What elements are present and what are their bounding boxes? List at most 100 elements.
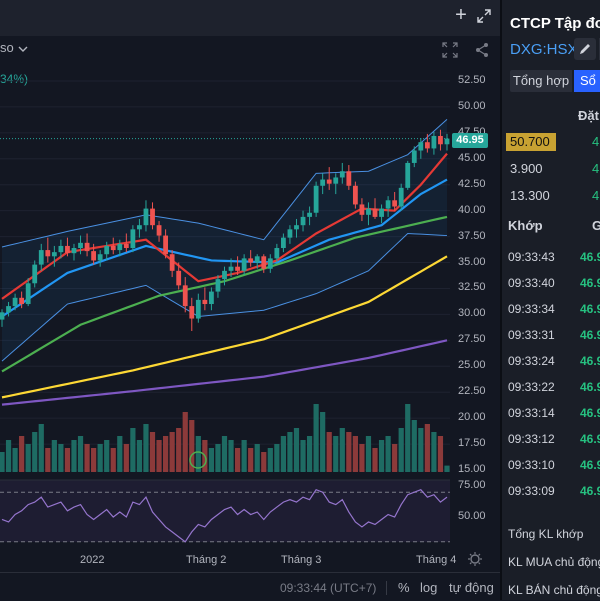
trade-price: 46.9 xyxy=(580,458,600,472)
panel-divider[interactable] xyxy=(500,0,502,600)
trade-price: 46.9 xyxy=(580,406,600,420)
matched-header: Khớp xyxy=(508,218,543,233)
trade-price: 46.9 xyxy=(580,354,600,368)
share-icon[interactable] xyxy=(474,42,490,58)
volume-bar xyxy=(300,440,306,472)
price-axis[interactable]: 52.50 50.00 47.50 45.00 42.50 40.00 37.50 35.00… xyxy=(450,62,500,542)
trade-row: 09:33:12 46.9 xyxy=(502,426,600,452)
volume-bar xyxy=(208,448,215,472)
volume-bar xyxy=(5,440,12,472)
candle xyxy=(130,229,136,249)
trade-time: 09:33:31 xyxy=(508,328,555,342)
price-chart[interactable] xyxy=(0,62,450,548)
candle xyxy=(169,254,175,271)
chevron-down-icon[interactable] xyxy=(18,44,28,54)
candle xyxy=(45,250,51,257)
fullscreen-icon[interactable] xyxy=(442,42,458,58)
volume-bar xyxy=(0,452,5,472)
percent-scale-button[interactable]: % xyxy=(398,580,410,595)
candle xyxy=(84,242,90,252)
candle xyxy=(110,245,116,251)
symbol-fragment[interactable]: so xyxy=(0,40,14,55)
volume-bar xyxy=(333,436,339,472)
indicator-change: 34%) xyxy=(0,72,29,86)
chart-pane[interactable]: + so 34%) 52.50 50.00 47.50 45.00 42.50 40.00… xyxy=(0,0,500,601)
auto-scale-button[interactable]: tự động xyxy=(449,580,494,595)
trade-price: 46.9 xyxy=(580,328,600,342)
log-scale-button[interactable]: log xyxy=(420,580,438,595)
volume-bar xyxy=(405,404,411,472)
ticker-link[interactable]: DXG:HSX xyxy=(510,41,578,58)
volume-bar xyxy=(77,436,84,472)
volume-bar xyxy=(45,448,51,472)
trade-time: 09:33:34 xyxy=(508,302,555,316)
volume-bar xyxy=(261,452,267,472)
volume-bar xyxy=(352,436,358,472)
tab-so[interactable]: Sổ xyxy=(574,70,600,92)
candle xyxy=(287,229,293,238)
candle xyxy=(12,297,18,307)
trade-row: 09:33:10 46.9 xyxy=(502,452,600,478)
gear-icon[interactable] xyxy=(468,552,482,566)
rsi-tick-label: 50.00 xyxy=(458,510,486,522)
candle xyxy=(228,266,234,271)
trade-row: 09:33:09 46.9 xyxy=(502,478,600,504)
volume-bar xyxy=(385,436,391,472)
volume-bar xyxy=(221,436,228,472)
trade-row: 09:33:22 46.9 xyxy=(502,374,600,400)
expand-icon[interactable] xyxy=(476,8,492,24)
trade-price: 46.9 xyxy=(580,250,600,264)
candle xyxy=(176,270,182,286)
candle xyxy=(424,142,430,149)
candle xyxy=(274,248,280,259)
volume-bar xyxy=(163,436,169,472)
clock-time: 09:33:44 (UTC+7) xyxy=(280,581,377,595)
candle xyxy=(6,306,11,313)
volume-bar xyxy=(84,444,90,472)
candle xyxy=(333,177,339,184)
volume-bar xyxy=(195,436,201,472)
trade-time: 09:33:10 xyxy=(508,458,555,472)
candle xyxy=(320,179,326,186)
volume-bar xyxy=(437,436,444,472)
volume-bar xyxy=(182,412,188,472)
candle xyxy=(326,179,332,184)
volume-bar xyxy=(234,448,241,472)
volume-bar xyxy=(339,428,345,472)
price-tick-label: 20.00 xyxy=(458,411,486,424)
volume-bar xyxy=(411,420,417,472)
candle xyxy=(78,242,83,249)
candle xyxy=(352,185,358,205)
candle xyxy=(222,270,227,280)
candle xyxy=(254,256,260,263)
event-marker-icon xyxy=(189,451,207,469)
divider xyxy=(386,581,387,595)
price-tick-label: 50.00 xyxy=(458,99,486,112)
candle xyxy=(405,162,411,188)
active-buy-volume: KL MUA chủ động xyxy=(508,555,600,569)
time-tick-label: Tháng 4 xyxy=(416,554,457,566)
volume-bar xyxy=(241,440,247,472)
chart-toolbar: so xyxy=(0,36,500,62)
time-axis[interactable]: 2022 Tháng 2 Tháng 3 Tháng 4 xyxy=(0,548,500,572)
price-tick-label: 27.50 xyxy=(458,333,486,346)
trade-time: 09:33:40 xyxy=(508,276,555,290)
volume-bar xyxy=(91,448,97,472)
volume-bar xyxy=(418,428,424,472)
volume-bar xyxy=(169,432,175,472)
edit-button[interactable] xyxy=(574,38,596,60)
volume-bar xyxy=(64,448,71,472)
volume-bar xyxy=(189,420,195,472)
matched-price-header: G xyxy=(592,218,600,233)
orderbook-value: 4 xyxy=(592,161,600,176)
candle xyxy=(313,185,319,213)
candle xyxy=(241,258,247,271)
plus-icon[interactable]: + xyxy=(455,4,467,26)
volume-bar xyxy=(346,432,352,472)
candle xyxy=(261,256,267,269)
volume-bar xyxy=(444,465,450,472)
tab-tong-hop[interactable]: Tổng hợp xyxy=(510,70,572,92)
rsi-tick-label: 75.00 xyxy=(458,479,486,491)
trade-price: 46.9 xyxy=(580,484,600,498)
ma-yellow-line xyxy=(1,255,448,399)
